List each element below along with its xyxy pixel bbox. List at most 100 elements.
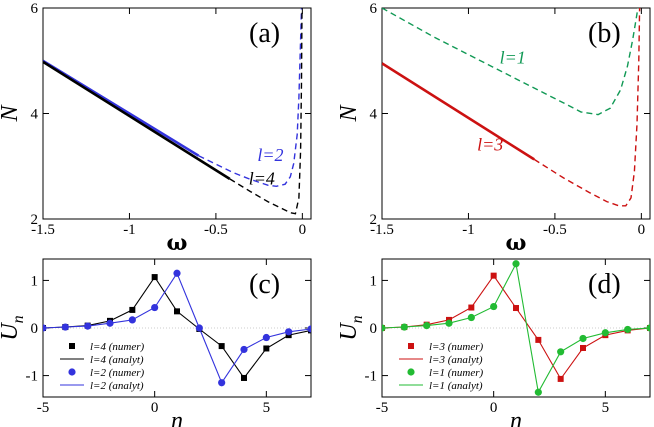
data-point-square (174, 308, 180, 315)
x-tick-label: 0 (490, 400, 498, 416)
curve-label: l=4 (249, 169, 275, 189)
panel-tag: (c) (249, 269, 280, 300)
data-point-square (129, 306, 136, 313)
data-point-circle (624, 325, 632, 334)
panel-tag: (d) (588, 269, 621, 300)
data-point-circle (382, 324, 386, 332)
data-point-circle (43, 324, 47, 332)
y-tick-label: 6 (31, 1, 39, 17)
data-point-circle (601, 329, 609, 337)
y-axis-title-sub: n (349, 315, 366, 323)
y-tick-label: 6 (370, 1, 378, 17)
data-point-circle (467, 313, 475, 322)
plot-area (382, 260, 650, 396)
data-point-circle (151, 303, 159, 312)
legend-marker-square (69, 343, 75, 349)
data-point-square (490, 272, 497, 279)
data-point-circle (512, 260, 520, 268)
x-tick-label: 5 (602, 400, 610, 416)
y-axis-title: Un (0, 315, 27, 340)
panel-tag: (b) (588, 18, 621, 49)
legend-entry: l=3 (analyt) (429, 354, 483, 366)
series-line-l4 (229, 8, 303, 215)
series-line-l3 (533, 8, 641, 207)
x-tick-label: -0.5 (543, 222, 567, 238)
series-line-l2 (198, 8, 303, 188)
x-axis-title: n (171, 408, 183, 427)
data-point-square (535, 336, 542, 343)
legend-marker-square (408, 343, 414, 349)
y-tick-label: 1 (31, 273, 39, 289)
x-tick-label: 0 (299, 222, 307, 238)
x-axis-title: ω (167, 230, 188, 256)
x-tick-label: -1 (123, 222, 136, 238)
plot-area (43, 8, 303, 215)
data-point-square (241, 374, 247, 381)
legend-entry: l=2 (numer) (90, 367, 144, 379)
data-point-square (218, 343, 225, 350)
data-point-circle (218, 379, 226, 387)
data-point-square (580, 344, 586, 351)
data-point-circle (240, 345, 248, 354)
y-axis-title-sub: n (10, 315, 27, 323)
data-point-circle (128, 316, 136, 324)
panel-tag: (a) (249, 18, 280, 49)
legend-marker-circle (407, 368, 415, 376)
data-point-square (513, 305, 519, 312)
series-line-l4 (43, 60, 231, 181)
y-tick-label: -1 (365, 369, 378, 385)
series-line-l3 (382, 62, 535, 161)
data-point-circle (579, 334, 587, 343)
data-point-circle (400, 323, 408, 331)
legend-entry: l=2 (analyt) (90, 380, 144, 392)
data-point-circle (195, 324, 203, 332)
legend-entry: l=4 (numer) (90, 341, 144, 353)
data-point-circle (557, 348, 565, 356)
panel-a: -1.5 -1 -0.5 0 2 4 6 ω N (a) l=2 l=4 (0, 1, 312, 256)
x-tick-label: 5 (263, 400, 271, 416)
x-tick-label: -0.5 (204, 222, 228, 238)
legend-entry: l=4 (analyt) (90, 354, 144, 366)
x-axis-title: ω (506, 230, 527, 256)
x-tick-label: -5 (376, 400, 389, 416)
data-point-circle (61, 323, 69, 331)
data-point-circle (106, 319, 114, 327)
data-point-circle (285, 328, 293, 336)
y-tick-label: 4 (31, 107, 39, 123)
y-tick-label: -1 (26, 369, 39, 385)
data-point-square (557, 375, 564, 382)
data-point-circle (534, 388, 542, 396)
curve-label: l=1 (500, 47, 526, 67)
curve-label: l=3 (477, 134, 503, 154)
legend-marker-circle (68, 368, 76, 376)
data-point-circle (646, 324, 650, 332)
x-tick-label: -1.5 (370, 222, 394, 238)
plot-area (382, 8, 641, 207)
panel-b: -1.5 -1 -0.5 0 2 4 6 ω N (b) l=1 l=3 (336, 1, 651, 256)
plot-area (43, 269, 311, 387)
x-tick-label: 0 (151, 400, 159, 416)
data-point-square (151, 274, 158, 281)
x-tick-label: 0 (638, 222, 646, 238)
legend-entry: l=3 (numer) (429, 341, 483, 353)
x-axis-title: n (510, 408, 522, 427)
data-point-square (468, 304, 475, 311)
y-tick-label: 2 (31, 212, 39, 228)
y-tick-label: 1 (370, 273, 378, 289)
y-tick-label: 2 (370, 212, 378, 228)
y-tick-label: 0 (31, 321, 39, 337)
y-axis-title: N (336, 104, 362, 123)
data-point-circle (490, 302, 498, 311)
data-point-circle (84, 322, 92, 330)
data-point-circle (173, 269, 181, 277)
y-axis-title: Un (336, 315, 366, 340)
legend-entry: l=1 (analyt) (429, 380, 483, 392)
data-point-square (263, 345, 270, 352)
y-tick-label: 0 (370, 321, 378, 337)
legend-entry: l=1 (numer) (429, 367, 483, 379)
x-tick-label: -5 (37, 400, 50, 416)
series-line-l1 (382, 8, 639, 116)
